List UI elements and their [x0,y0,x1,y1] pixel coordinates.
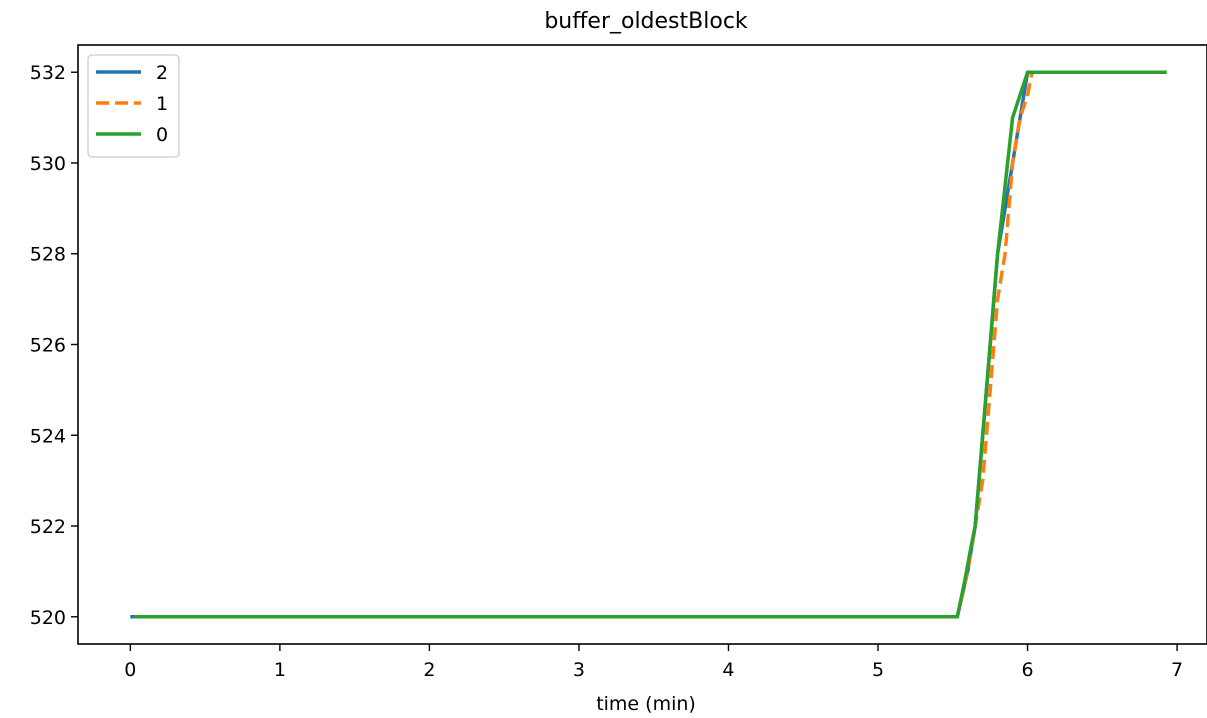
legend: 2 1 0 [87,54,180,158]
chart-title: buffer_oldestBlock [544,9,748,34]
x-tick-label: 4 [722,659,734,681]
y-tick-label: 532 [30,62,66,84]
series-line-2 [130,70,1167,619]
legend-label-2: 2 [156,62,168,84]
y-tick-label: 530 [30,153,66,175]
plot-frame [77,44,1207,645]
y-tick-label: 528 [30,244,66,266]
axis-ticks: 0 1 2 3 4 5 6 7 520 522 524 526 528 530 532 [30,62,1183,681]
y-tick-label: 522 [30,516,66,538]
x-axis-label: time (min) [596,693,696,715]
series-line-1 [134,70,1167,619]
x-tick-label: 7 [1171,659,1183,681]
plot-area [130,70,1167,619]
legend-box [87,54,180,158]
y-tick-label: 524 [30,425,66,447]
legend-label-0: 0 [156,124,168,146]
x-tick-label: 5 [872,659,884,681]
y-tick-label: 526 [30,335,66,357]
y-tick-label: 520 [30,607,66,629]
x-tick-label: 6 [1022,659,1034,681]
x-tick-label: 2 [423,659,435,681]
series-line-0 [134,70,1167,619]
x-tick-label: 1 [274,659,286,681]
x-tick-label: 3 [573,659,585,681]
legend-label-1: 1 [156,93,168,115]
x-tick-label: 0 [124,659,136,681]
